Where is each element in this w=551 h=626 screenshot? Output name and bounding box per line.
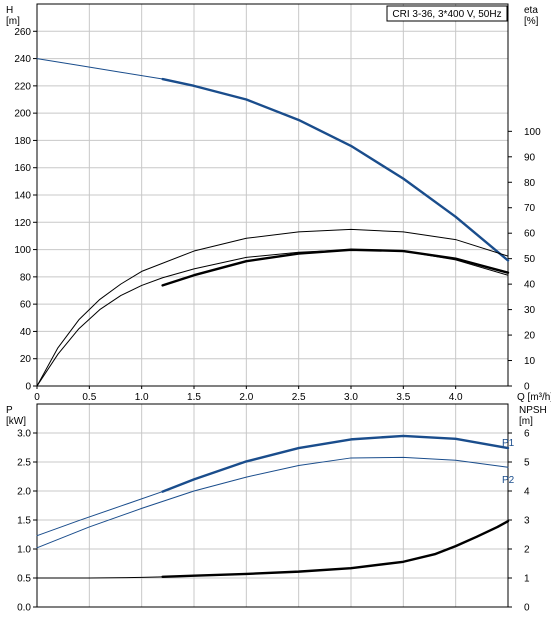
y-right-tick-label: 6	[524, 429, 530, 440]
y-right-tick-label: 40	[524, 280, 536, 291]
y-left-tick-label: 180	[14, 136, 31, 147]
title-box	[386, 5, 508, 22]
y-right-axis-label-line-1: [%]	[524, 16, 539, 27]
y-left-tick-label: 160	[14, 163, 31, 174]
y-left-axis-label-line-0: H	[6, 5, 13, 16]
y-left-tick-label: 260	[14, 27, 31, 38]
y-right-tick-label: 100	[524, 127, 541, 138]
y-right-tick-label: 2	[524, 545, 530, 556]
y-left-tick-label: 0.0	[17, 603, 31, 614]
y-left-tick-label: 1.0	[17, 545, 31, 556]
plot-frame	[36, 403, 509, 608]
y-left-tick-label: 220	[14, 81, 31, 92]
chart-title: CRI 3-36, 3*400 V, 50Hz	[392, 9, 501, 20]
x-tick-label: 3.0	[344, 392, 358, 403]
y-right-tick-label: 50	[524, 254, 536, 265]
series-label-p1: P1	[502, 438, 515, 449]
y-right-tick-label: 5	[524, 458, 530, 469]
x-tick-label: 0	[34, 392, 40, 403]
x-tick-label: 4.0	[449, 392, 463, 403]
y-left-axis-label-line-1: [kW]	[6, 416, 26, 427]
series-line-4	[161, 519, 510, 579]
y-right-tick-label: 90	[524, 152, 536, 163]
y-left-tick-label: 140	[14, 191, 31, 202]
x-axis-label: Q [m³/h]	[517, 392, 551, 403]
series-line-2	[36, 249, 509, 387]
y-left-tick-label: 100	[14, 245, 31, 256]
y-right-tick-label: 3	[524, 516, 530, 527]
y-right-tick-label: 0	[524, 603, 530, 614]
x-tick-label: 1.5	[187, 392, 201, 403]
series-label-p2: P2	[502, 475, 515, 486]
y-left-tick-label: 3.0	[17, 429, 31, 440]
y-left-tick-label: 2.0	[17, 487, 31, 498]
y-left-tick-label: 200	[14, 109, 31, 120]
y-right-tick-label: 80	[524, 178, 536, 189]
x-tick-label: 2.5	[292, 392, 306, 403]
y-right-axis-label-line-0: NPSH	[519, 405, 547, 416]
y-right-tick-label: 70	[524, 203, 536, 214]
y-left-tick-label: 1.5	[17, 516, 31, 527]
y-right-tick-label: 1	[524, 574, 530, 585]
series-line-3	[36, 228, 509, 387]
x-tick-label: 0.5	[82, 392, 96, 403]
y-right-tick-label: 30	[524, 305, 536, 316]
y-left-axis-label-line-1: [m]	[6, 16, 20, 27]
y-right-tick-label: 10	[524, 356, 536, 367]
y-left-tick-label: 60	[20, 300, 32, 311]
y-left-tick-label: 80	[20, 272, 32, 283]
y-left-tick-label: 120	[14, 218, 31, 229]
y-left-axis-label-line-0: P	[6, 405, 13, 416]
y-right-tick-label: 20	[524, 331, 536, 342]
y-left-tick-label: 0.5	[17, 574, 31, 585]
y-right-axis-label-line-1: [m]	[519, 416, 533, 427]
x-tick-label: 2.0	[239, 392, 253, 403]
lower-panel: 0.0 0.5 1.0 1.5 2.0 2.5 3.0 0 1 2 3 4 5 6 P[kW] NPSH[m]…	[6, 403, 547, 614]
y-left-tick-label: 240	[14, 54, 31, 65]
upper-panel: 0204060801001201401601802002202402600102…	[6, 3, 551, 403]
series-line-0	[36, 58, 164, 80]
series-line-4	[161, 248, 510, 287]
series-line-1	[161, 77, 510, 262]
y-right-axis-label-line-0: eta	[524, 5, 538, 16]
y-right-tick-label: 60	[524, 229, 536, 240]
y-left-tick-label: 2.5	[17, 458, 31, 469]
y-right-tick-label: 4	[524, 487, 530, 498]
y-right-tick-label: 0	[524, 382, 530, 393]
series-line-2	[36, 456, 509, 549]
series-line-3	[36, 576, 164, 579]
x-tick-label: 1.0	[135, 392, 149, 403]
x-tick-label: 3.5	[396, 392, 410, 403]
y-left-tick-label: 0	[25, 382, 31, 393]
y-left-tick-label: 40	[20, 327, 32, 338]
series-line-1	[161, 434, 510, 493]
y-left-tick-label: 20	[20, 354, 32, 365]
series-line-0	[36, 491, 164, 537]
